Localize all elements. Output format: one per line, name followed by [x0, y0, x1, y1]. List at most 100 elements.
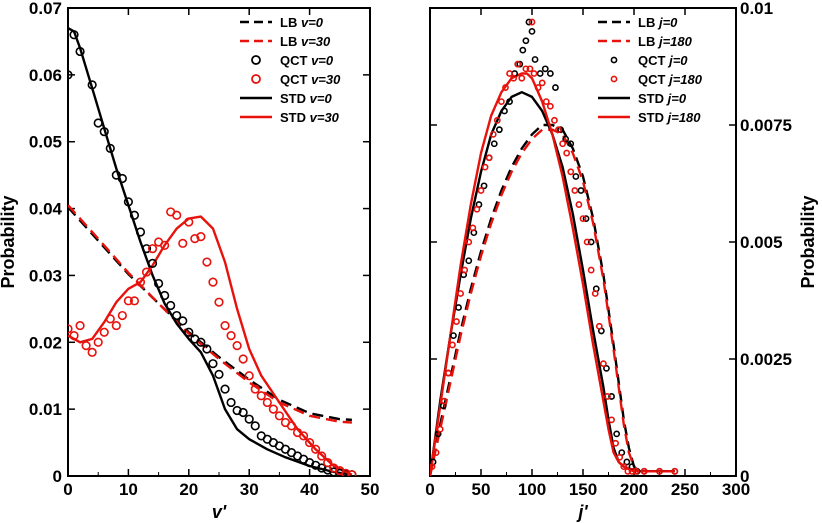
series-qct-v-30 — [68, 207, 357, 476]
data-point — [105, 143, 115, 153]
data-point — [461, 266, 469, 274]
data-point — [99, 327, 109, 337]
y-tick-label: 0 — [740, 467, 749, 486]
data-point — [250, 421, 260, 431]
data-point — [220, 384, 230, 394]
data-point — [135, 277, 146, 287]
data-point — [457, 290, 464, 297]
series-std-v-30 — [68, 215, 353, 476]
legend-label: STD v=0 — [280, 91, 332, 106]
data-point — [587, 266, 595, 274]
data-point — [501, 107, 508, 115]
y-tick-label: 0.06 — [29, 66, 62, 85]
x-tick-label: 30 — [240, 480, 259, 499]
data-point — [117, 310, 127, 321]
data-point — [656, 467, 663, 475]
data-point — [579, 215, 587, 222]
data-point — [567, 168, 575, 176]
data-point — [68, 324, 73, 334]
data-point — [81, 341, 91, 351]
data-point — [305, 437, 315, 448]
data-point — [481, 163, 489, 171]
x-tick-label: 0 — [63, 480, 72, 499]
data-point — [129, 210, 140, 220]
legend-label: LB j=180 — [638, 34, 693, 49]
legend-label: QCT j=0 — [638, 53, 688, 68]
data-point — [178, 238, 188, 248]
data-point — [640, 467, 648, 475]
data-point — [575, 201, 583, 208]
data-point — [256, 391, 266, 401]
data-point — [123, 296, 133, 306]
plot-area — [68, 27, 357, 476]
series-std-j-0 — [430, 91, 675, 476]
data-point — [577, 187, 585, 194]
legend-label: QCT v=0 — [280, 53, 334, 68]
data-point — [522, 65, 530, 73]
data-point — [432, 449, 440, 456]
legend-label: QCT v=30 — [280, 72, 341, 87]
y-axis-title: Probability — [798, 195, 818, 288]
y-tick-label: 0.005 — [740, 233, 783, 252]
data-point — [510, 74, 518, 82]
data-point — [613, 430, 621, 438]
data-point — [587, 238, 595, 246]
data-point — [75, 46, 85, 57]
data-point — [477, 187, 485, 194]
data-point — [184, 217, 194, 227]
data-point — [147, 258, 158, 268]
data-point — [172, 210, 182, 220]
data-point — [628, 467, 636, 475]
data-point — [469, 224, 477, 232]
x-tick-label: 50 — [472, 480, 491, 499]
data-point — [671, 467, 679, 475]
data-point — [603, 364, 610, 372]
y-tick-label: 0.02 — [29, 333, 62, 352]
y-tick-label: 0.05 — [29, 133, 62, 152]
data-point — [465, 238, 473, 246]
data-point — [440, 397, 448, 405]
data-point — [453, 318, 460, 325]
data-point — [323, 458, 333, 468]
data-point — [208, 277, 218, 287]
x-tick-label: 150 — [569, 480, 597, 499]
data-point — [444, 369, 452, 377]
x-axis-title: j' — [576, 502, 588, 522]
x-tick-label: 100 — [518, 480, 546, 499]
data-point — [518, 74, 526, 82]
x-tick-label: 20 — [179, 480, 198, 499]
data-point — [567, 140, 575, 148]
data-point — [117, 173, 127, 184]
data-point — [632, 467, 640, 475]
data-point — [514, 60, 522, 68]
x-tick-label: 0 — [425, 480, 434, 499]
data-point — [341, 468, 351, 476]
data-point — [184, 327, 194, 337]
data-point — [525, 18, 533, 26]
data-point — [616, 453, 624, 461]
data-point — [172, 310, 182, 321]
y-tick-label: 0.07 — [29, 0, 62, 18]
data-point — [226, 331, 236, 341]
data-point — [160, 290, 170, 301]
data-point — [436, 425, 444, 433]
data-point — [214, 297, 224, 307]
data-point — [502, 84, 509, 91]
data-point — [530, 70, 538, 77]
data-point — [480, 182, 488, 190]
series-qct-j-180 — [430, 18, 679, 475]
data-point — [69, 331, 79, 341]
data-point — [551, 116, 558, 124]
data-point — [612, 439, 620, 447]
legend-label: STD j=180 — [638, 110, 701, 125]
data-point — [490, 140, 498, 148]
data-point — [196, 232, 206, 242]
data-point — [250, 384, 260, 394]
data-point — [519, 46, 527, 54]
data-point — [335, 468, 345, 476]
series-qct-j-0 — [430, 18, 679, 475]
data-point — [232, 405, 242, 416]
data-point — [347, 470, 357, 476]
data-point — [473, 205, 481, 213]
